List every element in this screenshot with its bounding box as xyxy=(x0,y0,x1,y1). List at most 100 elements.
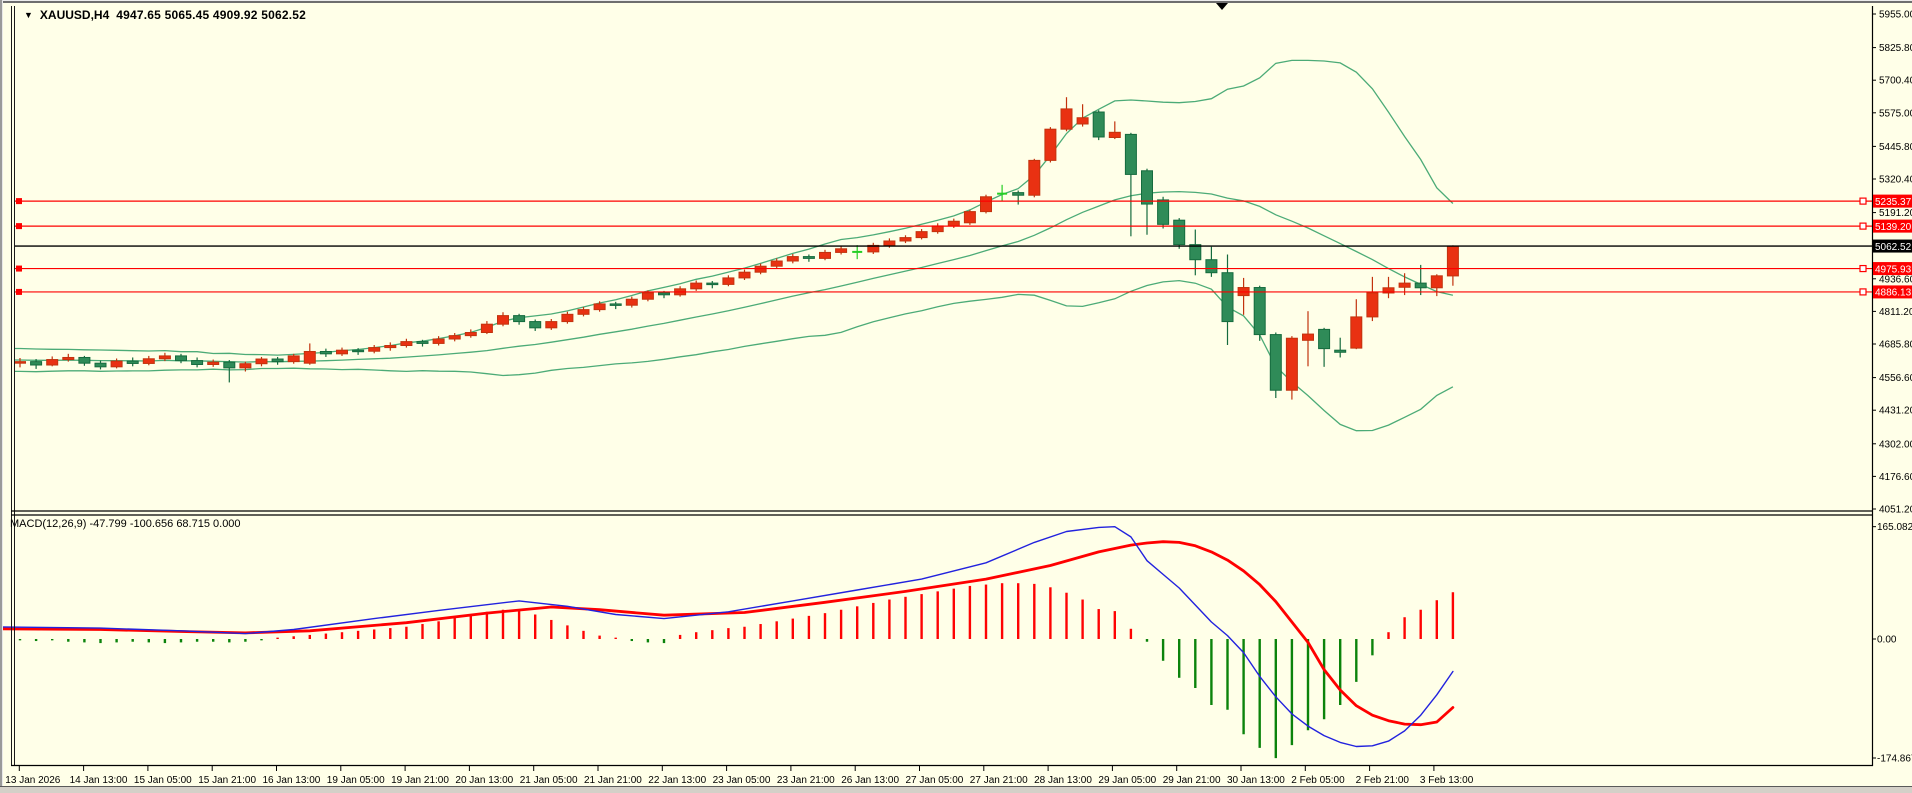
down-candle xyxy=(1173,219,1186,246)
price-axis-label: 5320.40 xyxy=(1879,175,1912,186)
up-candle xyxy=(577,309,590,315)
down-candle xyxy=(529,321,542,329)
time-axis-label[interactable]: 19 Jan 21:00 xyxy=(391,775,449,786)
line-anchor-left[interactable] xyxy=(16,288,22,295)
up-candle xyxy=(464,332,477,337)
down-candle xyxy=(1205,259,1218,274)
up-candle xyxy=(899,237,912,242)
line-anchor-right[interactable] xyxy=(1859,288,1867,296)
up-candle xyxy=(980,196,992,213)
bb-upper-band xyxy=(15,59,1454,356)
price-axis-label: 5575.00 xyxy=(1879,108,1912,119)
line-anchor-right[interactable] xyxy=(1859,264,1867,273)
up-candle xyxy=(303,350,316,364)
chart-title-bar: ▼ XAUUSD,H4 4947.65 5065.45 4909.92 5062… xyxy=(24,7,306,23)
time-axis-label[interactable]: 15 Jan 21:00 xyxy=(198,775,256,786)
time-axis-label[interactable]: 28 Jan 13:00 xyxy=(1034,775,1092,786)
price-axis-label: 4936.60 xyxy=(1879,274,1912,285)
time-axis-label[interactable]: 27 Jan 21:00 xyxy=(970,775,1028,786)
line-anchor-left[interactable] xyxy=(16,198,22,205)
line-anchor-left[interactable] xyxy=(16,265,22,272)
time-axis-label[interactable]: 23 Jan 21:00 xyxy=(777,775,835,786)
up-candle xyxy=(835,248,848,253)
line-anchor-left[interactable] xyxy=(16,223,22,230)
window-border-bottom xyxy=(0,786,1912,793)
down-candle xyxy=(1318,328,1331,350)
chart-shift-marker[interactable] xyxy=(1216,3,1228,10)
up-candle xyxy=(336,349,348,355)
hline-tag-text: 5235.37 xyxy=(1875,197,1912,208)
price-axis-label: 4685.80 xyxy=(1879,340,1912,351)
down-candle xyxy=(271,358,284,363)
time-axis-label[interactable]: 15 Jan 05:00 xyxy=(134,775,192,786)
up-candle xyxy=(561,313,574,323)
price-axis-label: 4051.20 xyxy=(1879,505,1912,516)
down-candle xyxy=(1124,133,1137,175)
time-axis-label[interactable]: 23 Jan 05:00 xyxy=(713,775,771,786)
up-candle xyxy=(1285,337,1298,391)
up-candle xyxy=(1430,275,1443,289)
down-candle xyxy=(94,362,107,368)
bb-middle-band xyxy=(15,190,1454,363)
up-candle xyxy=(368,347,381,352)
down-candle xyxy=(802,256,815,259)
up-candle xyxy=(963,211,976,224)
up-candle xyxy=(497,315,509,325)
up-candle xyxy=(1366,292,1379,318)
price-axis-label: 4556.60 xyxy=(1879,373,1912,384)
time-axis-label[interactable]: 27 Jan 05:00 xyxy=(906,775,964,786)
time-axis-label[interactable]: 13 Jan 2026 xyxy=(5,775,60,786)
price-axis-label: 4176.60 xyxy=(1879,472,1912,483)
chart-frame xyxy=(11,3,1874,767)
time-axis-label[interactable]: 3 Feb 13:00 xyxy=(1420,775,1474,786)
time-axis-label[interactable]: 30 Jan 13:00 xyxy=(1227,775,1285,786)
macd-indicator-label: MACD(12,26,9) -47.799 -100.656 68.715 0.… xyxy=(10,518,241,530)
time-axis-label[interactable]: 2 Feb 05:00 xyxy=(1291,775,1345,786)
ohlc-values-label: 4947.65 5065.45 4909.92 5062.52 xyxy=(116,8,306,22)
time-axis-label[interactable]: 21 Jan 05:00 xyxy=(520,775,578,786)
time-axis-label[interactable]: 2 Feb 21:00 xyxy=(1356,775,1410,786)
time-axis-label[interactable]: 29 Jan 21:00 xyxy=(1163,775,1221,786)
up-candle xyxy=(641,292,654,300)
down-candle xyxy=(1141,170,1153,205)
up-candle xyxy=(593,303,606,311)
symbol-dropdown-icon[interactable]: ▼ xyxy=(24,9,33,20)
time-axis-label[interactable]: 16 Jan 13:00 xyxy=(263,775,321,786)
hline-tag xyxy=(1873,285,1912,299)
hline-tag-text: 4975.93 xyxy=(1875,264,1912,275)
line-anchor-right[interactable] xyxy=(1859,222,1867,230)
macd-main-line xyxy=(0,526,1454,748)
up-candle xyxy=(1350,316,1363,349)
bb-lower-band xyxy=(15,279,1454,432)
up-candle xyxy=(1076,117,1089,125)
down-candle xyxy=(1414,282,1427,289)
down-candle xyxy=(1012,192,1025,196)
down-candle xyxy=(1334,349,1347,353)
time-axis-label[interactable]: 26 Jan 13:00 xyxy=(841,775,899,786)
time-axis-label[interactable]: 19 Jan 05:00 xyxy=(327,775,385,786)
up-candle xyxy=(239,363,252,369)
line-anchor-right[interactable] xyxy=(1859,197,1867,205)
up-candle xyxy=(255,358,268,365)
up-candle xyxy=(690,282,703,290)
down-candle xyxy=(1092,111,1105,138)
down-candle xyxy=(1253,287,1266,336)
window-border-top xyxy=(0,0,1912,3)
hline-tag xyxy=(1873,262,1912,276)
time-axis-label[interactable]: 14 Jan 13:00 xyxy=(70,775,128,786)
time-axis-label[interactable]: 21 Jan 21:00 xyxy=(584,775,642,786)
price-objects xyxy=(15,197,1872,296)
up-candle xyxy=(287,355,300,363)
up-candle xyxy=(1382,287,1395,294)
up-candle xyxy=(432,338,445,344)
up-candle xyxy=(1044,128,1057,161)
price-axis-label: 5825.80 xyxy=(1879,43,1912,54)
time-axis-label[interactable]: 20 Jan 13:00 xyxy=(455,775,513,786)
time-axis-label[interactable]: 29 Jan 05:00 xyxy=(1098,775,1156,786)
time-axis-label[interactable]: 22 Jan 13:00 xyxy=(648,775,706,786)
up-candle xyxy=(480,323,493,334)
down-candle xyxy=(513,315,526,323)
up-candle xyxy=(915,231,928,239)
up-candle xyxy=(142,358,155,364)
up-candle xyxy=(1108,131,1121,139)
